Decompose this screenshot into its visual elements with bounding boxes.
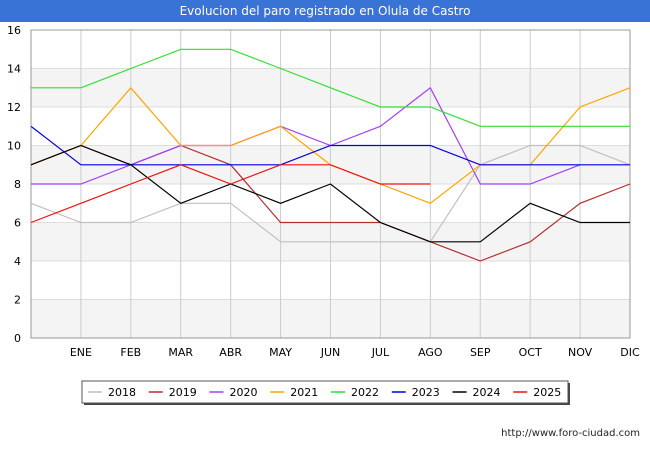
- legend-box: [81, 380, 569, 404]
- x-tick-label: NOV: [568, 346, 593, 359]
- x-tick-label: MAY: [269, 346, 292, 359]
- x-tick-label: ENE: [70, 346, 92, 359]
- y-tick-label: 10: [7, 140, 21, 153]
- y-tick-label: 6: [14, 217, 21, 230]
- x-tick-label: DIC: [620, 346, 640, 359]
- x-tick-label: SEP: [470, 346, 491, 359]
- legend-label-2022: 2022: [351, 386, 379, 399]
- title-bar: Evolucion del paro registrado en Olula d…: [0, 0, 650, 22]
- x-tick-label: JUL: [371, 346, 390, 359]
- y-tick-label: 0: [14, 332, 21, 345]
- series-line-2025: [30, 164, 431, 224]
- series-line-2018: [30, 144, 631, 243]
- x-tick-label: OCT: [519, 346, 542, 359]
- y-tick-label: 4: [14, 255, 21, 268]
- y-tick-label: 16: [7, 24, 21, 37]
- legend-label-2024: 2024: [473, 386, 501, 399]
- x-tick-label: JUN: [320, 346, 341, 359]
- x-tick-label: MAR: [168, 346, 193, 359]
- legend-label-2023: 2023: [412, 386, 440, 399]
- y-tick-label: 14: [7, 63, 21, 76]
- legend-label-2025: 2025: [533, 386, 561, 399]
- series-line-2022: [31, 48, 630, 127]
- x-tick-label: FEB: [120, 346, 141, 359]
- y-tick-label: 2: [14, 294, 21, 307]
- footer-url[interactable]: http://www.foro-ciudad.com: [501, 428, 640, 439]
- y-tick-label: 8: [14, 178, 21, 191]
- legend-label-2021: 2021: [290, 386, 318, 399]
- y-tick-label: 12: [7, 101, 21, 114]
- legend-label-2018: 2018: [108, 386, 136, 399]
- x-tick-label: AGO: [418, 346, 443, 359]
- series-line-2024: [30, 144, 630, 243]
- legend-label-2020: 2020: [230, 386, 258, 399]
- legend-label-2019: 2019: [169, 386, 197, 399]
- series-line-2020: [31, 86, 581, 185]
- chart-title: Evolucion del paro registrado en Olula d…: [179, 4, 471, 18]
- x-tick-label: ABR: [219, 346, 242, 359]
